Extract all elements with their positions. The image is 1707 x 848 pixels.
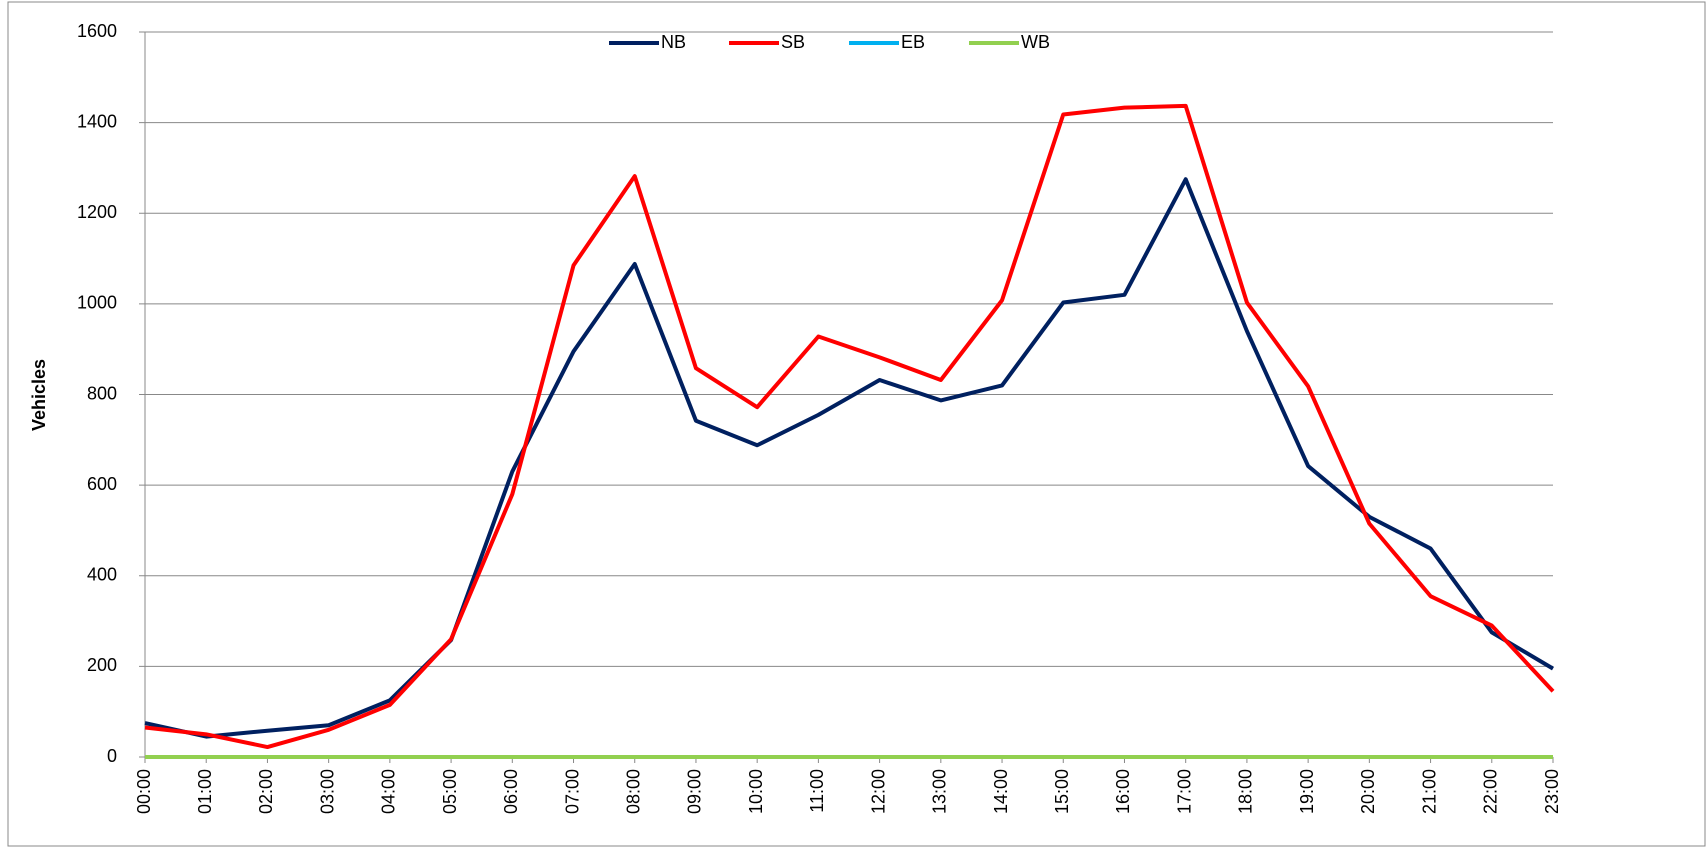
x-tick-label: 14:00 [991, 769, 1011, 814]
x-tick-label: 10:00 [746, 769, 766, 814]
x-tick-label: 18:00 [1236, 769, 1256, 814]
x-tick-label: 02:00 [256, 769, 276, 814]
x-tick-label: 21:00 [1419, 769, 1439, 814]
x-tick-label: 15:00 [1052, 769, 1072, 814]
x-tick-label: 07:00 [562, 769, 582, 814]
series-line [144, 103, 1555, 750]
y-tick-label: 800 [87, 383, 117, 403]
legend-label: EB [901, 32, 925, 52]
x-tick-label: 16:00 [1113, 769, 1133, 814]
x-tick-label: 19:00 [1297, 769, 1317, 814]
y-tick-label: 400 [87, 565, 117, 585]
x-tick-label: 11:00 [807, 769, 827, 813]
y-tick-label: 200 [87, 655, 117, 675]
x-tick-label: 12:00 [868, 769, 888, 814]
x-tick-label: 23:00 [1542, 769, 1562, 814]
x-tick-label: 05:00 [440, 769, 460, 814]
y-axis-label: Vehicles [29, 359, 49, 431]
y-tick-label: 1200 [77, 202, 117, 222]
x-tick-label: 01:00 [195, 769, 215, 814]
x-tick-label: 13:00 [930, 769, 950, 814]
x-tick-label: 17:00 [1174, 769, 1194, 814]
x-tick-label: 09:00 [685, 769, 705, 814]
x-tick-label: 04:00 [379, 769, 399, 814]
x-tick-label: 06:00 [501, 769, 521, 814]
x-tick-label: 22:00 [1481, 769, 1501, 814]
y-tick-label: 0 [107, 746, 117, 766]
y-tick-label: 600 [87, 474, 117, 494]
y-tick-label: 1000 [77, 293, 117, 313]
y-tick-label: 1600 [77, 21, 117, 41]
x-tick-label: 08:00 [623, 769, 643, 814]
x-tick-label: 03:00 [317, 769, 337, 814]
series-line [144, 177, 1555, 739]
legend-label: WB [1021, 32, 1050, 52]
x-tick-label: 20:00 [1358, 769, 1378, 814]
chart-frame [7, 1, 1706, 847]
legend-label: SB [781, 32, 805, 52]
y-tick-label: 1400 [77, 111, 117, 131]
legend-label: NB [661, 32, 686, 52]
x-tick-label: 00:00 [134, 769, 154, 814]
